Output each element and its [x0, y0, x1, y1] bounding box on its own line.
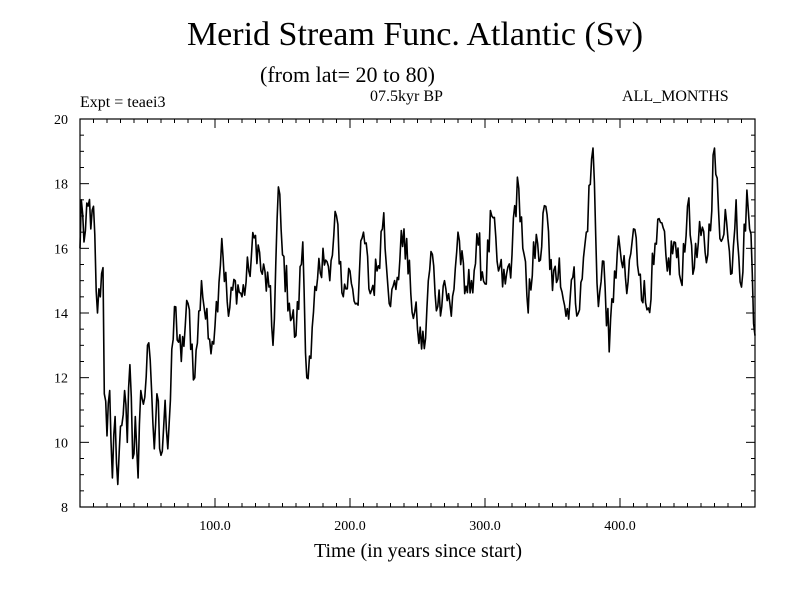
- y-tick-label: 18: [54, 178, 68, 193]
- plot-frame: [79, 118, 756, 508]
- experiment-label: Expt = teaei3: [80, 94, 166, 111]
- y-tick-label: 8: [61, 501, 68, 516]
- y-tick-label: 16: [54, 242, 68, 257]
- chart-title: Merid Stream Func. Atlantic (Sv): [186, 16, 644, 53]
- months-label: ALL_MONTHS: [622, 88, 729, 105]
- chart-subtitle: (from lat= 20 to 80): [260, 62, 435, 87]
- x-tick-label: 400.0: [604, 519, 636, 534]
- y-tick-label: 12: [54, 372, 68, 387]
- x-axis-label: Time (in years since start): [313, 540, 523, 562]
- y-tick-label: 14: [54, 307, 68, 322]
- x-tick-label: 300.0: [469, 519, 501, 534]
- y-tick-label: 20: [54, 113, 68, 128]
- y-tick-label: 10: [54, 436, 68, 451]
- x-tick-label: 200.0: [334, 519, 366, 534]
- period-label: 07.5kyr BP: [370, 88, 443, 105]
- series-line: [79, 147, 756, 486]
- axis-ticks: [80, 119, 755, 507]
- axis-tick-labels: 100.0 200.0 300.0 400.0 8 10 12 14 16 18 20: [54, 113, 636, 534]
- x-tick-label: 100.0: [199, 519, 231, 534]
